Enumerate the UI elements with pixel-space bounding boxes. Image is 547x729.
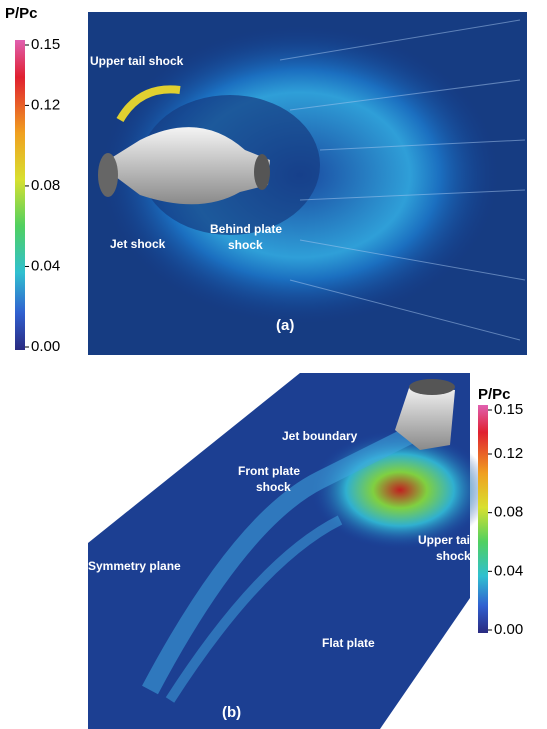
colorbar-tick-label: 0.12 [494,445,523,462]
annotation: Upper tail [418,533,473,547]
annotation: Symmetry plane [88,559,181,573]
annotation: Jet boundary [282,429,358,443]
colorbar-tick-label: 0.15 [494,401,523,418]
panel-b-image [88,373,490,729]
annotation: shock [228,238,263,252]
colorbar-tick-label: 0.00 [494,621,523,638]
annotation: Jet shock [110,237,166,251]
colorbar-tick-label: 0.00 [31,338,60,355]
colorbar-a: P/Pc 0.15 0.12 0.08 0.04 0.00 [5,5,60,355]
panel-label: (a) [276,317,294,334]
annotation: Upper tail shock [90,54,184,68]
colorbar-title: P/Pc [478,386,511,403]
colorbar-b: P/Pc0.15 0.12 0.08 0.04 0.00 [478,386,523,638]
colorbar-tick-label: 0.04 [31,257,60,274]
colorbar-scale [15,40,25,350]
colorbar-tick-label: 0.12 [31,96,60,113]
panel-label: (b) [222,704,241,721]
colorbar-tick-label: 0.04 [494,562,523,579]
annotation: shock [436,549,471,563]
colorbar-scale [478,405,488,633]
panel-a-image [88,12,527,355]
annotation: shock [256,480,291,494]
annotation: Flat plate [322,636,375,650]
colorbar-tick-label: 0.08 [31,177,60,194]
colorbar-tick-label: 0.08 [494,504,523,521]
colorbar-title: P/Pc [5,5,38,22]
annotation: Front plate [238,464,300,478]
annotation: Behind plate [210,222,282,236]
colorbar-tick-label: 0.15 [31,36,60,53]
